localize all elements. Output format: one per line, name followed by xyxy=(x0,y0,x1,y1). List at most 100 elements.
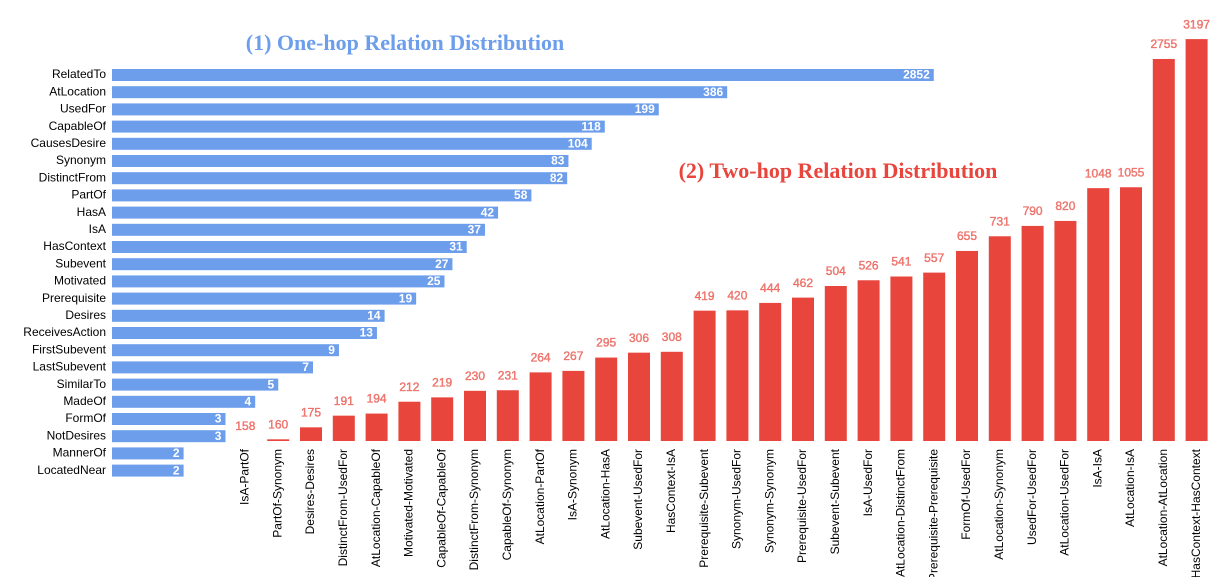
x-tick-label: AtLocation-PartOf xyxy=(533,448,547,544)
bar xyxy=(112,223,485,236)
y-tick-label: FormOf xyxy=(65,411,106,425)
value-label: 790 xyxy=(1023,204,1043,218)
bar xyxy=(496,390,519,441)
y-tick-label: LastSubevent xyxy=(33,360,107,374)
bar xyxy=(562,370,585,441)
y-tick-label: LocatedNear xyxy=(37,463,106,477)
y-tick-label: Motivated xyxy=(54,274,106,288)
x-tick-label: IsA-Synonym xyxy=(566,449,580,520)
value-label: 7 xyxy=(302,360,309,374)
bar xyxy=(398,401,421,441)
bar xyxy=(595,357,618,441)
bar xyxy=(112,430,226,443)
value-label: 199 xyxy=(635,102,655,116)
x-tick-label: HasContext-IsA xyxy=(664,449,678,533)
y-tick-label: FirstSubevent xyxy=(32,342,107,356)
bar xyxy=(112,344,339,357)
value-label: 104 xyxy=(568,136,588,150)
bar xyxy=(792,297,814,441)
y-tick-label: IsA xyxy=(89,222,106,236)
x-tick-label: CapableOf-CapableOf xyxy=(434,448,448,567)
chart-title: (1) One-hop Relation Distribution xyxy=(246,30,564,55)
value-label: 655 xyxy=(957,229,977,243)
value-label: 175 xyxy=(301,406,321,420)
y-tick-label: CausesDesire xyxy=(31,136,107,150)
value-label: 2755 xyxy=(1150,37,1177,51)
bar xyxy=(112,189,532,202)
bar xyxy=(112,103,659,116)
value-label: 731 xyxy=(990,214,1010,228)
x-tick-label: IsA-PartOf xyxy=(238,448,252,505)
bar xyxy=(431,397,454,441)
value-label: 31 xyxy=(449,240,463,254)
y-tick-label: AtLocation xyxy=(49,84,106,98)
value-label: 504 xyxy=(826,264,846,278)
chart-title: (2) Two-hop Relation Distribution xyxy=(679,158,998,183)
bar xyxy=(464,390,486,441)
bar xyxy=(112,275,445,288)
bar xyxy=(112,69,934,81)
bar xyxy=(365,413,388,441)
bar xyxy=(112,241,467,253)
bar xyxy=(112,120,605,133)
value-label: 212 xyxy=(399,380,419,394)
bar xyxy=(759,302,782,441)
bar xyxy=(112,292,417,305)
value-label: 118 xyxy=(581,119,601,133)
value-label: 158 xyxy=(235,419,255,433)
y-tick-label: RelatedTo xyxy=(52,67,106,81)
bar xyxy=(857,280,880,441)
x-tick-label: AtLocation-AtLocation xyxy=(1156,449,1170,566)
bar xyxy=(112,395,256,408)
x-tick-label: Prerequisite-Prerequisite xyxy=(926,449,940,577)
value-label: 462 xyxy=(793,276,813,290)
bar xyxy=(112,206,499,219)
bar xyxy=(1185,39,1208,442)
value-label: 295 xyxy=(596,336,616,350)
y-tick-label: SimilarTo xyxy=(57,377,107,391)
bar xyxy=(988,236,1011,441)
value-label: 230 xyxy=(465,369,485,383)
value-label: 58 xyxy=(514,188,528,202)
bar xyxy=(112,309,385,322)
value-label: 3197 xyxy=(1183,17,1210,31)
value-label: 42 xyxy=(481,205,495,219)
y-tick-label: NotDesires xyxy=(47,428,106,442)
value-label: 231 xyxy=(498,368,518,382)
x-tick-label: Prerequisite-UsedFor xyxy=(795,449,809,563)
value-label: 2 xyxy=(173,446,180,460)
bar xyxy=(112,172,568,185)
value-label: 2852 xyxy=(903,68,930,82)
value-label: 37 xyxy=(468,222,482,236)
y-tick-label: Subevent xyxy=(55,256,106,270)
x-tick-label: Synonym-Synonym xyxy=(762,449,776,553)
y-tick-label: MadeOf xyxy=(63,394,106,408)
bar xyxy=(112,86,728,99)
x-tick-label: HasContext-HasContext xyxy=(1189,448,1203,577)
x-tick-label: IsA-UsedFor xyxy=(861,449,875,516)
value-label: 820 xyxy=(1055,199,1075,213)
bar xyxy=(332,415,355,441)
y-tick-label: Desires xyxy=(65,308,106,322)
x-tick-label: Subevent-Subevent xyxy=(828,448,842,554)
bar xyxy=(726,310,749,441)
value-label: 420 xyxy=(727,289,747,303)
value-label: 27 xyxy=(435,257,449,271)
y-tick-label: DistinctFrom xyxy=(39,170,106,184)
bar xyxy=(628,352,650,441)
x-tick-label: AtLocation-UsedFor xyxy=(1058,449,1072,556)
bar xyxy=(112,258,453,271)
bar xyxy=(1120,187,1142,441)
bar xyxy=(112,378,279,391)
value-label: 19 xyxy=(399,291,413,305)
value-label: 83 xyxy=(551,154,565,168)
bar xyxy=(660,351,683,441)
bar xyxy=(112,137,592,150)
y-tick-label: Synonym xyxy=(56,153,106,167)
x-tick-label: PartOf-Synonym xyxy=(270,449,284,538)
y-tick-label: MannerOf xyxy=(53,446,107,460)
x-tick-label: AtLocation-CapableOf xyxy=(369,448,383,567)
value-label: 306 xyxy=(629,331,649,345)
value-label: 526 xyxy=(859,258,879,272)
value-label: 1048 xyxy=(1085,166,1112,180)
